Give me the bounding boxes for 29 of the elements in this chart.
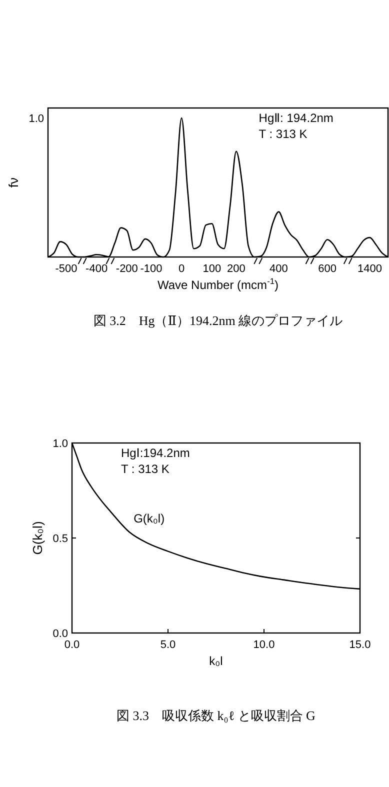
x-tick-label: 15.0	[349, 639, 371, 651]
x-tick-label: 1400	[358, 263, 382, 275]
text: 1.0	[28, 113, 44, 125]
y-axis-title: G(k₀l)	[30, 521, 45, 555]
x-tick-label: -500	[55, 263, 78, 275]
y-tick-label: 0.5	[52, 533, 68, 545]
x-tick-label: -100	[140, 263, 162, 275]
x-axis-title: k₀l	[209, 654, 223, 668]
x-tick-label: 0	[178, 263, 185, 275]
x-tick-label: 400	[270, 263, 288, 275]
annotation: T : 313 K	[120, 462, 170, 476]
x-tick-label: 100	[202, 263, 222, 275]
x-tick-label: 600	[318, 263, 336, 275]
y-tick-label: 1.0	[52, 438, 68, 450]
x-tick-label: -200	[116, 263, 138, 275]
caption: 図 3.3 吸収係数 k₀ℓ と吸収割合 G	[116, 708, 316, 723]
x-tick-label: 200	[227, 263, 246, 275]
annotation: T : 313 K	[258, 127, 308, 141]
annotation: HgⅠ:194.2nm	[120, 446, 190, 460]
caption: 図 3.2 Hg（Ⅱ）194.2nm 線のプロファイル	[93, 313, 343, 328]
x-tick-label: 0.0	[64, 639, 80, 651]
y-tick-label: 0.0	[52, 628, 68, 640]
x-tick-label: -400	[86, 263, 108, 275]
y-axis-title: fν	[6, 177, 21, 188]
x-tick-label: 10.0	[253, 639, 275, 651]
x-axis-title: Wave Number (mcm$^{-1}$)	[157, 276, 279, 292]
annotation: HgⅡ: 194.2nm	[258, 111, 334, 125]
x-tick-label: 5.0	[160, 639, 176, 651]
series-label: G(k₀l)	[134, 511, 165, 526]
